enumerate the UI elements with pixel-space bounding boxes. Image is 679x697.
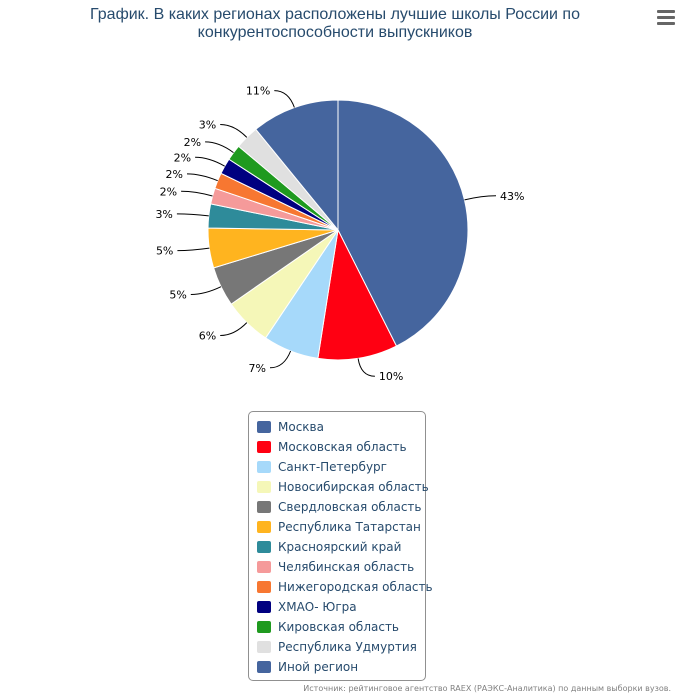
pie-label-connector — [195, 156, 225, 167]
legend-label: Иной регион — [278, 660, 359, 674]
pie-label-connector — [181, 190, 213, 197]
legend-label: Московская область — [278, 440, 407, 454]
source-note: Источник: рейтинговое агентство RAEX (РА… — [303, 684, 671, 693]
pie-data-label: 43% — [500, 190, 524, 203]
legend-swatch — [257, 541, 271, 553]
legend-swatch — [257, 521, 271, 533]
legend-label: Республика Татарстан — [278, 520, 421, 534]
pie-data-label: 5% — [169, 289, 186, 302]
legend-item[interactable]: Иной регион — [257, 659, 358, 675]
pie-chart: 43% 10% 7% 6% 5% 5% 3% 2% 2% 2% 2% 3% 11% — [155, 85, 524, 384]
legend-item[interactable]: Республика Удмуртия — [257, 639, 417, 655]
legend-label: Красноярский край — [278, 540, 402, 554]
legend-label: Новосибирская область — [278, 480, 429, 494]
legend-swatch — [257, 661, 271, 673]
legend-swatch — [257, 421, 271, 433]
pie-data-label: 10% — [379, 370, 403, 383]
pie-data-label: 3% — [155, 208, 172, 221]
hamburger-menu-icon[interactable] — [657, 10, 675, 25]
pie-label-connector — [269, 350, 292, 369]
legend-item[interactable]: Санкт-Петербург — [257, 459, 387, 475]
pie-label-connector — [220, 322, 248, 336]
pie-data-label: 2% — [166, 168, 183, 181]
pie-data-label: 2% — [184, 136, 201, 149]
pie-slice-0[interactable] — [337, 99, 469, 347]
pie-label-connector — [274, 90, 295, 108]
legend-item[interactable]: ХМАО- Югра — [257, 599, 357, 615]
legend-label: ХМАО- Югра — [278, 600, 357, 614]
legend-item[interactable]: Нижегородская область — [257, 579, 433, 595]
pie-data-label: 3% — [199, 119, 216, 132]
legend-item[interactable]: Красноярский край — [257, 539, 401, 555]
pie-label-connector — [190, 286, 222, 295]
legend-swatch — [257, 461, 271, 473]
legend-label: Республика Удмуртия — [278, 640, 417, 654]
legend-item[interactable]: Свердловская область — [257, 499, 422, 515]
legend-item[interactable]: Москва — [257, 419, 324, 435]
legend-swatch — [257, 561, 271, 573]
legend-item[interactable]: Московская область — [257, 439, 407, 455]
legend-label: Кировская область — [278, 620, 400, 634]
chart-legend: Москва Московская область Санкт-Петербург Н… — [248, 411, 433, 681]
pie-label-connector — [177, 247, 210, 252]
legend-swatch — [257, 481, 271, 493]
legend-item[interactable]: Кировская область — [257, 619, 399, 635]
legend-swatch — [257, 501, 271, 513]
legend-swatch — [257, 641, 271, 653]
pie-data-label: 6% — [199, 330, 216, 343]
legend-label: Челябинская область — [278, 560, 415, 574]
legend-swatch — [257, 621, 271, 633]
pie-data-label: 2% — [160, 185, 177, 198]
pie-data-label: 2% — [174, 151, 191, 164]
pie-label-connector — [176, 213, 209, 217]
pie-slice-1[interactable] — [317, 228, 398, 361]
legend-label: Москва — [278, 420, 324, 434]
chart-title: График. В каких регионах расположены луч… — [90, 6, 580, 41]
pie-label-connector — [220, 124, 248, 138]
legend-label: Нижегородская область — [278, 580, 433, 594]
legend-swatch — [257, 441, 271, 453]
legend-label: Свердловская область — [278, 500, 422, 514]
legend-swatch — [257, 601, 271, 613]
pie-label-connector — [357, 358, 375, 377]
pie-label-connector — [186, 173, 218, 182]
pie-label-connector — [464, 195, 497, 201]
legend-item[interactable]: Республика Татарстан — [257, 519, 421, 535]
pie-slice-12[interactable] — [255, 99, 339, 232]
pie-data-label: 5% — [156, 245, 173, 258]
pie-label-connector — [205, 141, 234, 154]
legend-item[interactable]: Новосибирская область — [257, 479, 429, 495]
legend-label: Санкт-Петербург — [278, 460, 387, 474]
legend-swatch — [257, 581, 271, 593]
pie-data-label: 11% — [246, 85, 270, 98]
pie-data-label: 7% — [249, 362, 266, 375]
legend-item[interactable]: Челябинская область — [257, 559, 414, 575]
